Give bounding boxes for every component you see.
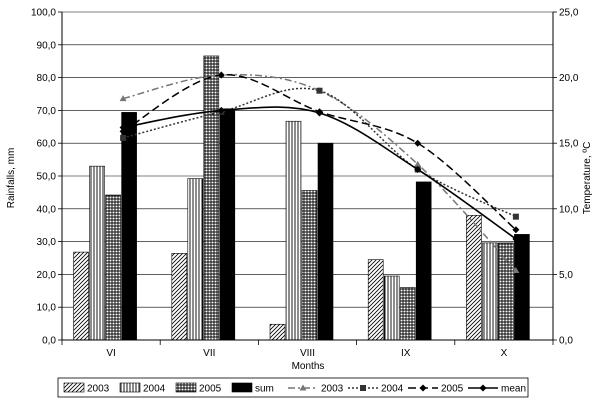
bar: [219, 108, 236, 341]
point: [512, 213, 519, 220]
y-tick-label: 20,0: [37, 270, 57, 281]
bar: [301, 190, 318, 341]
point: [414, 165, 422, 173]
y-tick-label: 60,0: [37, 139, 57, 150]
bar: [73, 251, 89, 341]
point: [217, 71, 225, 79]
legend-label: 2003: [321, 384, 344, 395]
legend-label: 2003: [87, 384, 110, 395]
y2-tick-label: 25,0: [559, 8, 579, 19]
point: [120, 134, 127, 141]
legend-swatch: [175, 382, 197, 393]
bar: [89, 165, 105, 341]
point: [119, 95, 127, 102]
bar: [203, 55, 220, 341]
bar: [498, 242, 514, 341]
point: [316, 87, 323, 94]
bar: [121, 112, 137, 341]
bar: [514, 234, 530, 341]
legend-label: mean: [501, 384, 526, 395]
bars: [73, 55, 530, 341]
bar: [269, 323, 286, 341]
point: [512, 226, 520, 234]
y2-tick-label: 0,0: [559, 336, 573, 347]
bar: [171, 253, 188, 341]
point: [360, 385, 366, 391]
point: [414, 139, 422, 147]
point: [512, 266, 520, 273]
x-axis-title: Months: [292, 361, 325, 372]
y2-tick-label: 5,0: [559, 270, 573, 281]
point: [119, 123, 127, 131]
y-tick-label: 30,0: [37, 237, 57, 248]
axes: 0,0 10,0 20,0 30,0 40,0 50,0 60,0 70,0 80,0 90,0 1…: [31, 8, 579, 360]
legend-label: 2005: [441, 384, 464, 395]
bar: [187, 178, 204, 341]
bar: [105, 194, 121, 341]
x-tick-label: VI: [106, 348, 115, 359]
bar: [399, 287, 416, 341]
y2-axis-title: Temperature, ºC: [582, 142, 593, 215]
point: [217, 106, 225, 114]
series-line: [122, 87, 517, 218]
y2-tick-label: 15,0: [559, 139, 579, 150]
bar: [317, 142, 334, 341]
point: [512, 235, 520, 243]
bar: [482, 242, 498, 341]
legend-swatch: [119, 382, 141, 393]
legend-label: 2004: [381, 384, 404, 395]
y-tick-label: 80,0: [37, 73, 57, 84]
lines: [119, 71, 520, 273]
y-tick-label: 100,0: [31, 8, 56, 19]
y2-tick-label: 20,0: [559, 73, 579, 84]
y-tick-label: 50,0: [37, 172, 57, 183]
point: [299, 384, 307, 391]
x-tick-label: VII: [203, 348, 215, 359]
y2-tick-label: 10,0: [559, 204, 579, 215]
bar: [367, 259, 384, 341]
legend-swatch: [63, 382, 85, 393]
y-tick-label: 70,0: [37, 106, 57, 117]
point: [119, 127, 127, 135]
y-axis-title: Rainfalls, mm: [6, 148, 17, 209]
point: [316, 109, 323, 117]
y-tick-label: 10,0: [37, 303, 57, 314]
y-tick-label: 0,0: [42, 336, 56, 347]
legend-swatch: [231, 382, 253, 393]
legend-label: 2004: [143, 384, 166, 395]
x-tick-label: VIII: [300, 348, 315, 359]
y-tick-label: 40,0: [37, 204, 57, 215]
legend-label: 2005: [199, 384, 222, 395]
legend-label: sum: [255, 384, 274, 395]
point: [419, 384, 427, 392]
point: [414, 160, 422, 167]
legend: 2003 2004 2005 sum 2003 2004 2005 mean: [57, 377, 529, 398]
bar: [383, 275, 400, 341]
point: [479, 384, 487, 392]
y-tick-label: 90,0: [37, 40, 57, 51]
bar: [466, 215, 482, 341]
bar: [285, 120, 302, 341]
x-tick-label: X: [501, 348, 508, 359]
bar: [415, 181, 432, 341]
x-tick-label: IX: [401, 348, 411, 359]
